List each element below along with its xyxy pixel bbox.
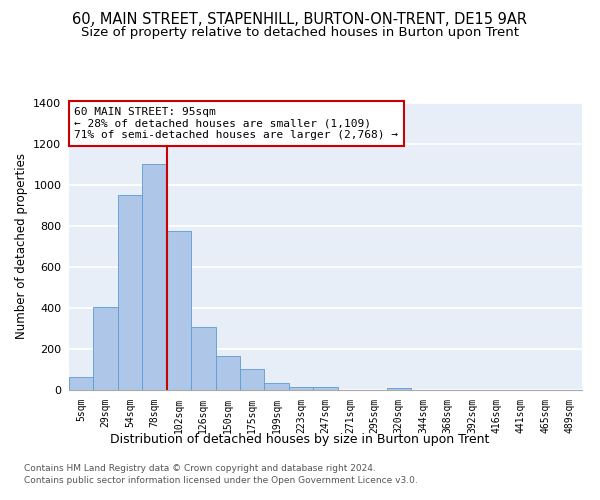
Bar xyxy=(69,376,94,390)
Text: Size of property relative to detached houses in Burton upon Trent: Size of property relative to detached ho… xyxy=(81,26,519,39)
Bar xyxy=(191,328,215,390)
Text: 60, MAIN STREET, STAPENHILL, BURTON-ON-TRENT, DE15 9AR: 60, MAIN STREET, STAPENHILL, BURTON-ON-T… xyxy=(73,12,527,28)
Bar xyxy=(386,388,411,390)
Text: Distribution of detached houses by size in Burton upon Trent: Distribution of detached houses by size … xyxy=(110,432,490,446)
Y-axis label: Number of detached properties: Number of detached properties xyxy=(14,153,28,340)
Bar xyxy=(142,164,167,390)
Bar xyxy=(94,307,118,390)
Text: Contains HM Land Registry data © Crown copyright and database right 2024.: Contains HM Land Registry data © Crown c… xyxy=(24,464,376,473)
Bar xyxy=(313,387,338,390)
Text: 60 MAIN STREET: 95sqm
← 28% of detached houses are smaller (1,109)
71% of semi-d: 60 MAIN STREET: 95sqm ← 28% of detached … xyxy=(74,107,398,140)
Text: Contains public sector information licensed under the Open Government Licence v3: Contains public sector information licen… xyxy=(24,476,418,485)
Bar xyxy=(215,356,240,390)
Bar xyxy=(167,231,191,390)
Bar xyxy=(289,387,313,390)
Bar xyxy=(240,370,265,390)
Bar xyxy=(265,383,289,390)
Bar xyxy=(118,195,142,390)
